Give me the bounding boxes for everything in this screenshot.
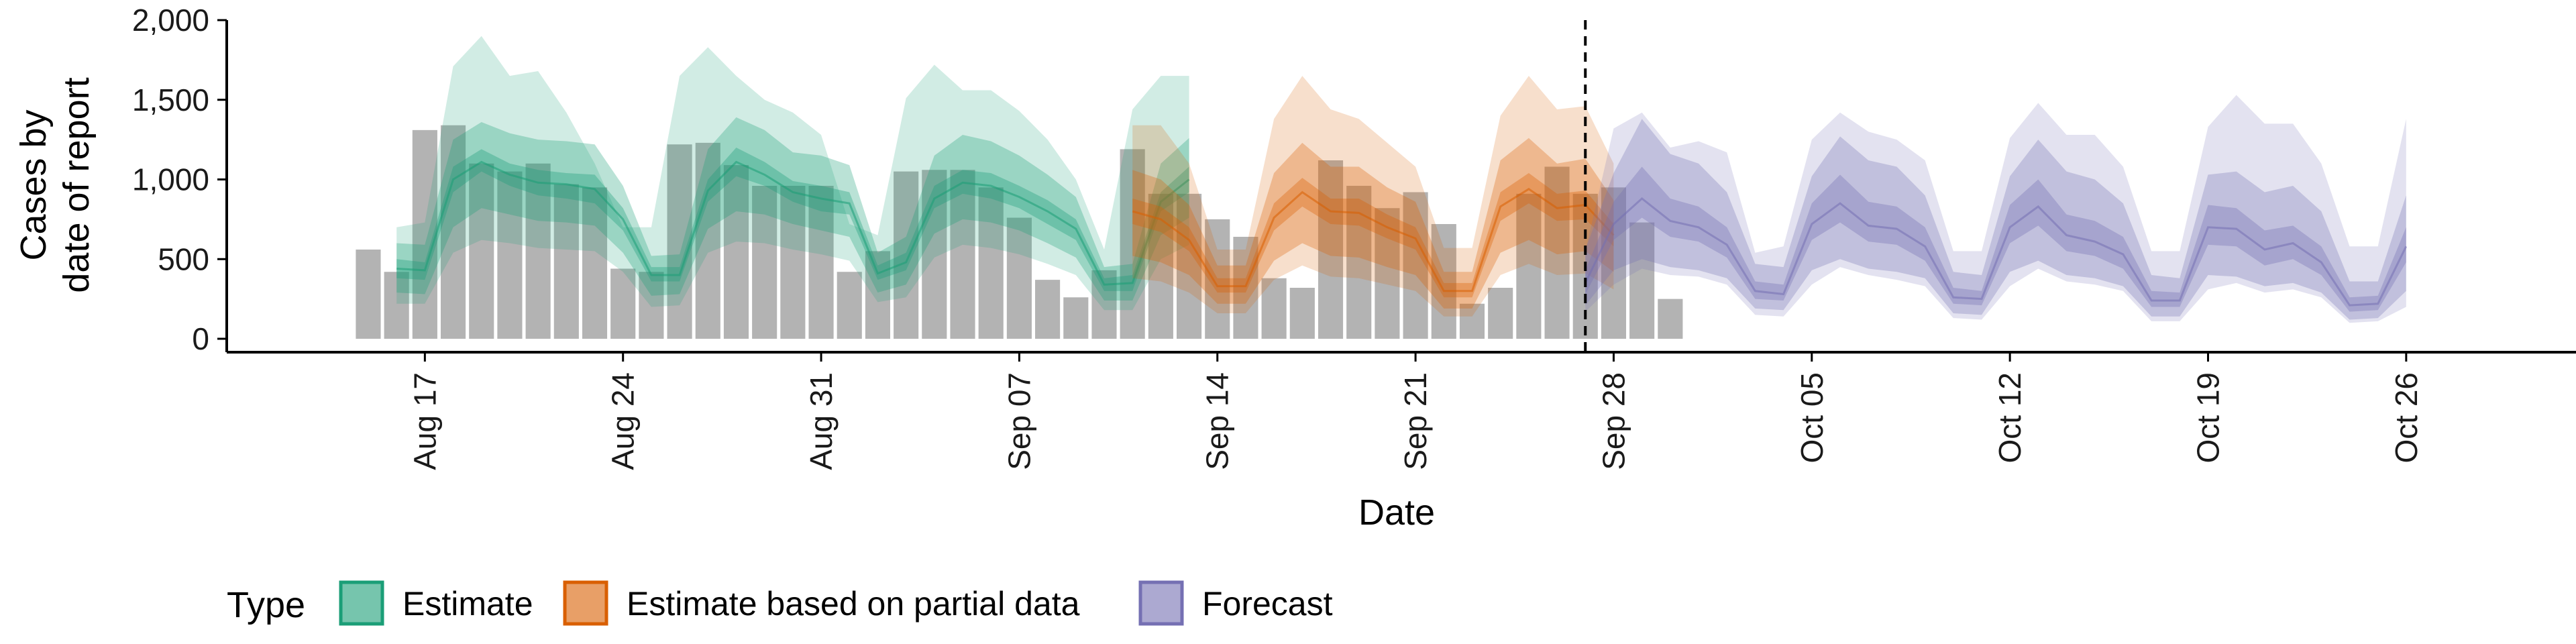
- x-tick-label: Aug 31: [804, 372, 839, 470]
- case-bar: [356, 250, 381, 339]
- case-bar: [1658, 299, 1683, 339]
- x-axis: Aug 17 Aug 24 Aug 31 Sep 07 Sep 14 Sep 21 Sep …: [227, 351, 2576, 470]
- y-axis-title-line-2: date of report: [56, 77, 97, 292]
- bands-layer: [396, 36, 2408, 323]
- x-tick-label: Aug 24: [606, 372, 641, 470]
- case-bar: [1035, 280, 1061, 339]
- case-bar: [440, 125, 466, 339]
- case-bar: [1261, 278, 1287, 339]
- y-tick-label: 1,000: [132, 162, 209, 197]
- case-bar: [384, 272, 409, 339]
- case-bar: [525, 163, 551, 339]
- legend: Type Estimate Estimate based on partial d…: [227, 580, 1333, 626]
- case-bar: [1205, 219, 1230, 339]
- x-tick-label: Oct 05: [1794, 372, 1829, 464]
- case-bar: [1006, 217, 1032, 339]
- estimate-band-50: [396, 148, 1189, 291]
- case-bar: [469, 163, 494, 339]
- estimate-median-line: [396, 160, 1190, 286]
- case-bar: [1544, 166, 1570, 339]
- case-bar: [582, 187, 608, 339]
- x-tick-label: Oct 19: [2190, 372, 2225, 464]
- y-axis-title: Cases by date of report: [13, 77, 97, 292]
- case-bar: [1063, 297, 1089, 339]
- legend-label: Estimate based on partial data: [627, 585, 1080, 623]
- x-tick-label: Aug 17: [407, 372, 442, 470]
- case-bar: [1233, 237, 1258, 339]
- y-tick-label: 1,500: [132, 83, 209, 117]
- case-bar: [667, 144, 692, 339]
- legend-swatch: [563, 580, 608, 626]
- case-bar: [1601, 187, 1627, 339]
- y-tick-label: 0: [192, 321, 209, 356]
- legend-label: Forecast: [1202, 585, 1333, 623]
- case-bar: [1120, 149, 1145, 339]
- estimate-band-95: [396, 36, 1189, 311]
- case-bar: [752, 186, 777, 339]
- x-tick-label: Oct 26: [2389, 372, 2424, 464]
- case-bar: [553, 184, 579, 339]
- case-bar: [695, 142, 720, 339]
- estimate-based-on-partial-data-median-line: [1132, 188, 1615, 292]
- case-bar: [837, 272, 862, 339]
- legend-swatch: [339, 580, 384, 626]
- bars-layer: [356, 125, 1683, 339]
- legend-label: Estimate: [402, 585, 533, 623]
- case-bar: [1346, 186, 1372, 339]
- estimate-based-on-partial-data-band-90: [1132, 138, 1614, 309]
- case-bar: [894, 171, 919, 339]
- case-bar: [1431, 224, 1456, 339]
- case-bar: [865, 251, 890, 339]
- x-tick-label: Sep 07: [1002, 372, 1036, 470]
- case-bar: [1091, 270, 1117, 339]
- x-tick-label: Sep 28: [1596, 372, 1631, 470]
- case-bar: [1403, 192, 1428, 339]
- case-bar: [412, 129, 437, 339]
- x-tick-label: Oct 12: [1992, 372, 2027, 464]
- case-bar: [808, 186, 834, 339]
- x-axis-title: Date: [1358, 492, 1435, 533]
- case-bar: [1289, 288, 1315, 339]
- x-tick-label: Sep 14: [1200, 372, 1235, 470]
- case-bar: [1459, 303, 1485, 339]
- case-bar: [950, 170, 975, 339]
- y-tick-label: 500: [158, 241, 209, 276]
- case-bar: [639, 272, 664, 339]
- legend-swatch: [1138, 580, 1184, 626]
- estimate-based-on-partial-data-band-50: [1132, 173, 1614, 298]
- y-ticks: 0 500 1,000 1,500 2,000: [132, 3, 227, 356]
- case-bar: [780, 186, 806, 339]
- forecast-median-line: [1584, 197, 2408, 307]
- case-bar: [1516, 193, 1542, 339]
- case-bar: [1176, 193, 1202, 339]
- x-tick-label: Sep 21: [1398, 372, 1433, 470]
- forecast-band-90: [1585, 119, 2406, 320]
- estimate-based-on-partial-data-band-95: [1132, 76, 1614, 317]
- y-axis-title-line-1: Cases by: [13, 109, 54, 260]
- forecast-band-95: [1585, 95, 2406, 323]
- y-axis: 0 500 1,000 1,500 2,000: [132, 3, 228, 356]
- x-ticks: Aug 17 Aug 24 Aug 31 Sep 07 Sep 14 Sep 21 Sep …: [407, 352, 2424, 470]
- case-bar: [1318, 160, 1344, 339]
- case-bar: [723, 165, 749, 339]
- case-bar: [1629, 222, 1655, 339]
- y-tick-label: 2,000: [132, 3, 209, 38]
- estimate-band-90: [396, 117, 1189, 301]
- case-bar: [610, 268, 636, 339]
- case-bar: [497, 171, 523, 339]
- case-bar: [1488, 288, 1513, 339]
- legend-title: Type: [227, 585, 305, 625]
- case-bar: [978, 187, 1004, 339]
